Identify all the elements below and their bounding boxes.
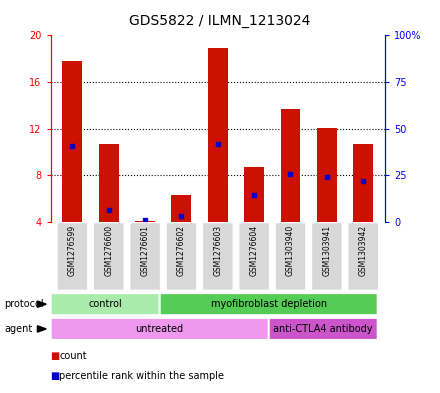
Bar — [135, 221, 155, 222]
Bar — [317, 128, 337, 222]
Bar — [353, 144, 373, 222]
Text: GSM1276600: GSM1276600 — [104, 225, 113, 276]
Text: agent: agent — [4, 324, 33, 334]
FancyBboxPatch shape — [51, 318, 268, 340]
Text: control: control — [88, 299, 122, 309]
Text: GSM1276601: GSM1276601 — [141, 225, 150, 276]
Text: anti-CTLA4 antibody: anti-CTLA4 antibody — [273, 324, 373, 334]
Text: GSM1276603: GSM1276603 — [213, 225, 222, 276]
FancyBboxPatch shape — [275, 223, 306, 290]
Text: GSM1303942: GSM1303942 — [359, 225, 368, 276]
FancyBboxPatch shape — [348, 223, 378, 290]
Text: GSM1303940: GSM1303940 — [286, 225, 295, 276]
FancyBboxPatch shape — [160, 294, 378, 315]
Text: GSM1276599: GSM1276599 — [68, 225, 77, 276]
Text: untreated: untreated — [136, 324, 184, 334]
FancyBboxPatch shape — [202, 223, 233, 290]
Bar — [281, 109, 301, 222]
Text: GSM1276604: GSM1276604 — [249, 225, 259, 276]
Bar — [62, 61, 82, 222]
Text: myofibroblast depletion: myofibroblast depletion — [211, 299, 327, 309]
FancyBboxPatch shape — [312, 223, 342, 290]
Bar — [244, 167, 264, 222]
FancyBboxPatch shape — [269, 318, 378, 340]
Text: count: count — [59, 351, 87, 361]
FancyBboxPatch shape — [57, 223, 88, 290]
Text: GDS5822 / ILMN_1213024: GDS5822 / ILMN_1213024 — [129, 14, 311, 28]
FancyBboxPatch shape — [51, 294, 159, 315]
Text: GSM1276602: GSM1276602 — [177, 225, 186, 276]
Bar — [99, 144, 119, 222]
FancyBboxPatch shape — [93, 223, 124, 290]
Text: percentile rank within the sample: percentile rank within the sample — [59, 371, 224, 381]
Text: protocol: protocol — [4, 299, 44, 309]
Text: ■: ■ — [51, 371, 60, 381]
Text: GSM1303941: GSM1303941 — [323, 225, 331, 276]
Bar — [172, 195, 191, 222]
FancyBboxPatch shape — [166, 223, 197, 290]
Text: ■: ■ — [51, 351, 60, 361]
Bar — [208, 48, 228, 222]
FancyBboxPatch shape — [239, 223, 269, 290]
FancyBboxPatch shape — [130, 223, 160, 290]
